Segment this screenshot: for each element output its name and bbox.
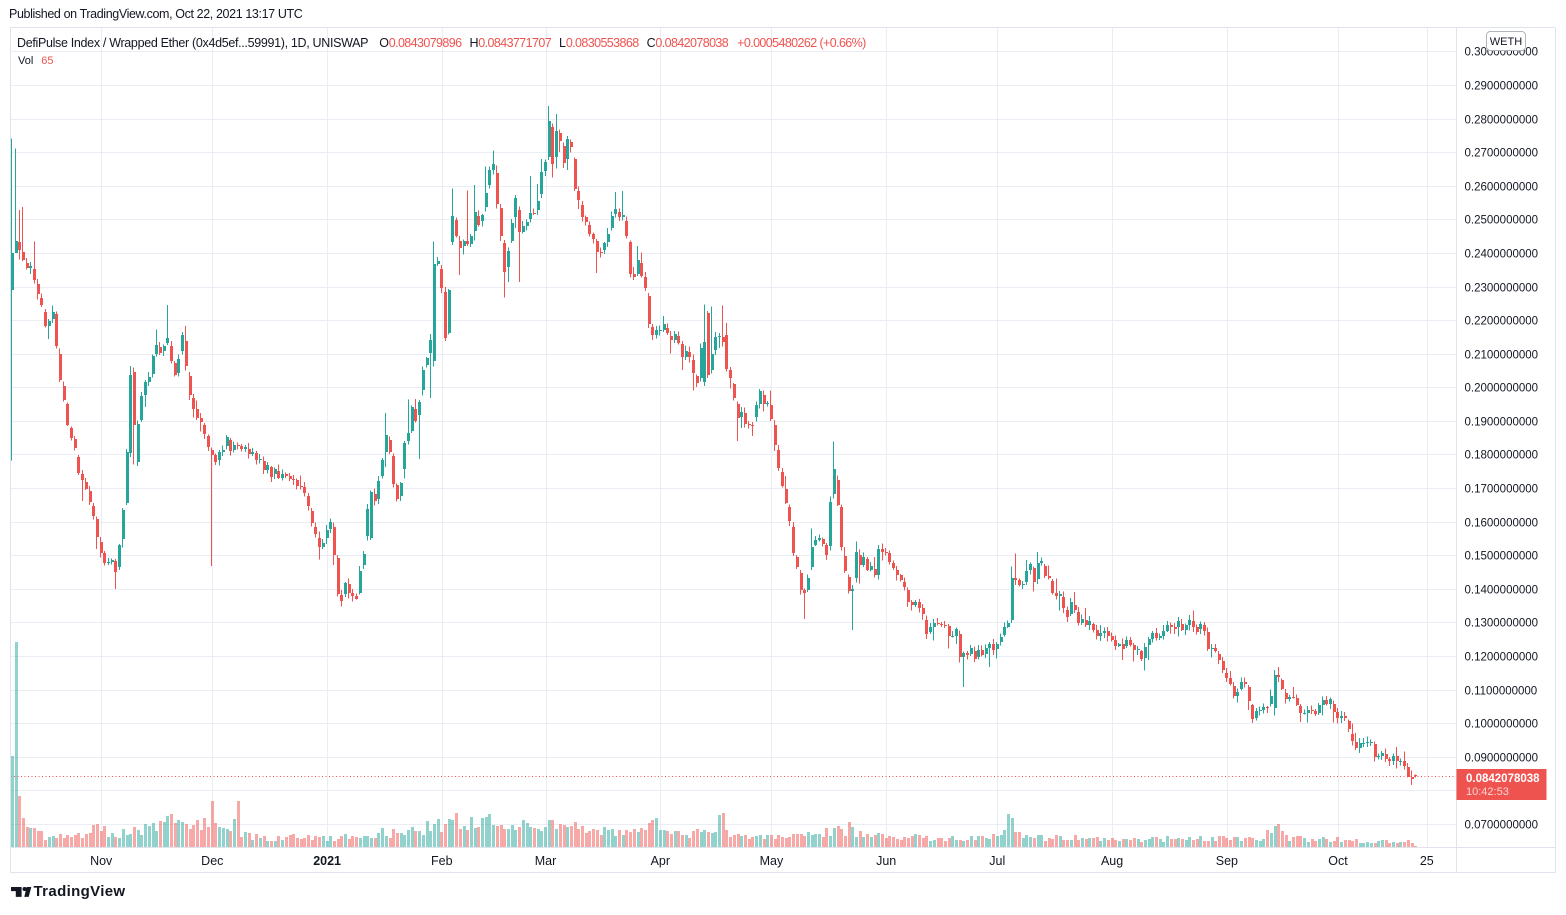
svg-text:0.2300000000: 0.2300000000 <box>1465 283 1539 295</box>
svg-text:0.2700000000: 0.2700000000 <box>1465 148 1539 160</box>
svg-text:0.1900000000: 0.1900000000 <box>1465 417 1539 429</box>
svg-text:0.0900000000: 0.0900000000 <box>1465 753 1539 765</box>
svg-text:25: 25 <box>1420 854 1434 868</box>
svg-text:Mar: Mar <box>535 854 557 868</box>
svg-text:Oct: Oct <box>1328 854 1348 868</box>
svg-text:0.1200000000: 0.1200000000 <box>1465 652 1539 664</box>
svg-text:0.2900000000: 0.2900000000 <box>1465 81 1539 93</box>
svg-text:Jul: Jul <box>989 854 1005 868</box>
svg-text:0.0700000000: 0.0700000000 <box>1465 820 1539 832</box>
svg-text:0.2500000000: 0.2500000000 <box>1465 215 1539 227</box>
svg-text:0.2800000000: 0.2800000000 <box>1465 115 1539 127</box>
svg-text:Jun: Jun <box>876 854 896 868</box>
svg-text:0.2200000000: 0.2200000000 <box>1465 316 1539 328</box>
svg-text:0.1700000000: 0.1700000000 <box>1465 484 1539 496</box>
svg-text:Nov: Nov <box>90 854 113 868</box>
svg-text:Feb: Feb <box>431 854 453 868</box>
svg-text:10:42:53: 10:42:53 <box>1466 786 1509 798</box>
svg-text:0.2100000000: 0.2100000000 <box>1465 350 1539 362</box>
svg-text:0.2600000000: 0.2600000000 <box>1465 182 1539 194</box>
svg-text:0.1400000000: 0.1400000000 <box>1465 585 1539 597</box>
svg-text:0.2400000000: 0.2400000000 <box>1465 249 1539 261</box>
svg-text:0.1300000000: 0.1300000000 <box>1465 618 1539 630</box>
svg-text:0.1500000000: 0.1500000000 <box>1465 551 1539 563</box>
svg-text:0.1600000000: 0.1600000000 <box>1465 518 1539 530</box>
svg-text:0.1000000000: 0.1000000000 <box>1465 719 1539 731</box>
svg-text:Dec: Dec <box>201 854 223 868</box>
svg-text:2021: 2021 <box>313 854 341 868</box>
svg-text:Apr: Apr <box>651 854 670 868</box>
svg-text:0.1100000000: 0.1100000000 <box>1465 686 1538 698</box>
svg-text:0.1800000000: 0.1800000000 <box>1465 450 1539 462</box>
svg-text:May: May <box>760 854 784 868</box>
svg-text:WETH: WETH <box>1490 36 1522 48</box>
svg-text:Sep: Sep <box>1216 854 1238 868</box>
svg-text:Aug: Aug <box>1101 854 1123 868</box>
svg-text:0.2000000000: 0.2000000000 <box>1465 383 1539 395</box>
svg-text:0.0842078038: 0.0842078038 <box>1466 773 1540 785</box>
